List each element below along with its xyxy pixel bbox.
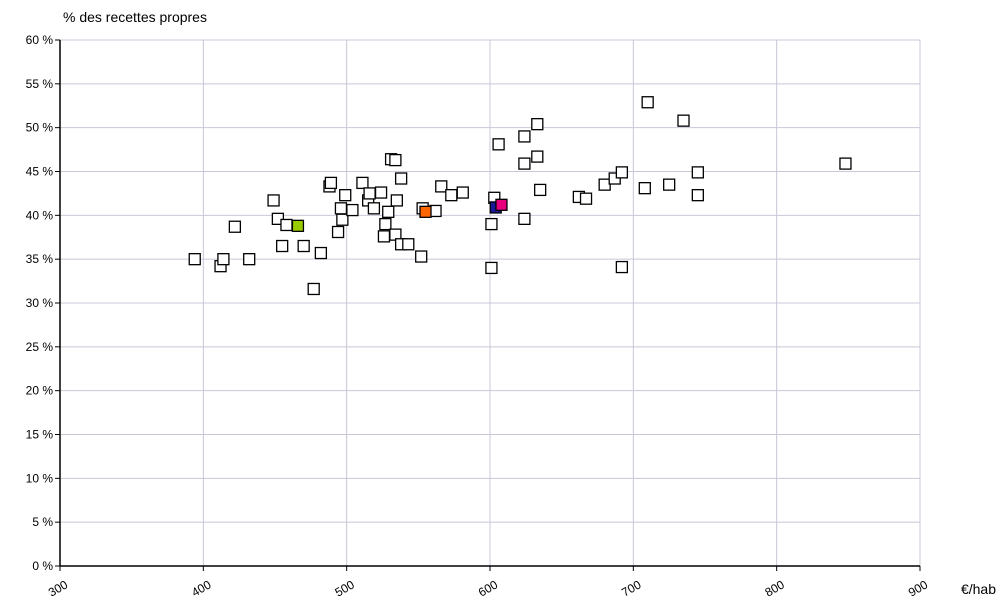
grid-layer — [60, 39, 921, 566]
y-tick-label-9: 45 % — [26, 165, 54, 179]
data-point-s0-14 — [331, 225, 345, 239]
data-point-s0-39 — [456, 186, 469, 199]
data-point-s0-55 — [615, 260, 629, 274]
data-point-s0-22 — [367, 202, 381, 215]
y-tick-label-0: 0 % — [32, 559, 53, 573]
y-tick-label-3: 15 % — [26, 428, 54, 442]
data-point-s0-11 — [314, 246, 328, 260]
data-point-s0-47 — [531, 150, 544, 163]
data-point-s4-0 — [495, 198, 508, 211]
data-point-s0-25 — [379, 217, 392, 231]
data-point-s0-21 — [363, 187, 376, 200]
x-tick-label-2: 500 — [332, 577, 357, 599]
y-tick-label-5: 25 % — [26, 340, 54, 354]
data-point-s2-0 — [419, 205, 432, 218]
x-tick-label-6: 900 — [906, 577, 931, 599]
data-point-s0-46 — [518, 130, 531, 143]
data-point-s0-16 — [336, 213, 349, 226]
data-point-s0-7 — [276, 239, 289, 253]
data-point-s0-44 — [518, 212, 531, 225]
data-point-s1-0 — [291, 219, 305, 233]
data-point-s0-33 — [402, 238, 415, 251]
data-point-s0-15 — [334, 202, 348, 215]
data-point-s0-8 — [280, 218, 293, 232]
data-point-s0-41 — [485, 261, 498, 275]
axis-layer — [55, 39, 921, 571]
data-point-s0-3 — [228, 220, 242, 233]
y-tick-label-4: 20 % — [26, 384, 54, 398]
data-point-s0-34 — [415, 250, 428, 263]
y-tick-label-2: 10 % — [26, 471, 54, 485]
data-point-s0-49 — [534, 183, 547, 197]
data-point-s0-31 — [394, 172, 408, 185]
data-point-s0-43 — [492, 138, 505, 151]
data-point-s0-4 — [243, 253, 256, 266]
x-tick-label-1: 400 — [189, 577, 214, 599]
data-point-s0-37 — [435, 180, 448, 193]
data-point-s0-62 — [839, 157, 852, 170]
x-tick-label-4: 700 — [619, 577, 644, 599]
data-point-s0-40 — [485, 217, 498, 231]
data-point-s0-52 — [598, 178, 611, 191]
data-point-s0-60 — [691, 166, 704, 179]
y-tick-label-6: 30 % — [26, 296, 54, 310]
y-tick-label-1: 5 % — [32, 515, 53, 529]
data-point-s0-9 — [297, 239, 310, 253]
data-point-s0-23 — [374, 186, 388, 199]
data-point-s0-18 — [346, 203, 359, 217]
y-tick-label-10: 50 % — [26, 121, 54, 135]
data-point-s0-57 — [638, 182, 651, 195]
data-point-s0-5 — [267, 194, 280, 207]
data-point-s0-54 — [615, 166, 629, 179]
data-point-s0-19 — [356, 176, 369, 190]
data-point-s0-26 — [382, 205, 395, 218]
data-point-s0-30 — [390, 194, 403, 207]
data-point-s0-28 — [389, 153, 402, 167]
y-tick-label-11: 55 % — [26, 77, 54, 91]
x-axis-title: €/hab — [961, 581, 996, 597]
data-point-s0-13 — [324, 176, 338, 190]
y-tick-label-8: 40 % — [26, 208, 54, 222]
data-point-s0-0 — [188, 253, 201, 266]
data-point-s0-38 — [445, 189, 458, 202]
y-axis-title: % des recettes propres — [63, 9, 207, 25]
y-tick-label-7: 35 % — [26, 252, 54, 266]
data-point-s0-59 — [677, 114, 690, 127]
tick-label-layer: 0 % 5 % 10 % 15 % 20 % 25 % 30 % 35 % 40 % 45 % 50… — [26, 33, 931, 600]
data-point-s0-58 — [663, 178, 676, 191]
y-tick-label-12: 60 % — [26, 33, 54, 47]
data-point-s0-51 — [579, 192, 593, 205]
data-point-s0-17 — [339, 189, 352, 202]
x-tick-label-0: 300 — [46, 577, 71, 599]
x-tick-label-3: 600 — [476, 577, 501, 599]
data-point-s0-61 — [691, 189, 704, 202]
data-point-s0-24 — [377, 230, 391, 243]
points-layer — [188, 96, 852, 296]
data-point-s0-45 — [518, 157, 531, 170]
data-point-s0-48 — [531, 118, 544, 131]
data-point-s0-36 — [429, 204, 442, 218]
data-point-s0-2 — [217, 253, 230, 266]
x-tick-label-5: 800 — [762, 577, 787, 599]
data-point-s0-56 — [641, 96, 654, 109]
data-point-s0-10 — [307, 282, 320, 296]
